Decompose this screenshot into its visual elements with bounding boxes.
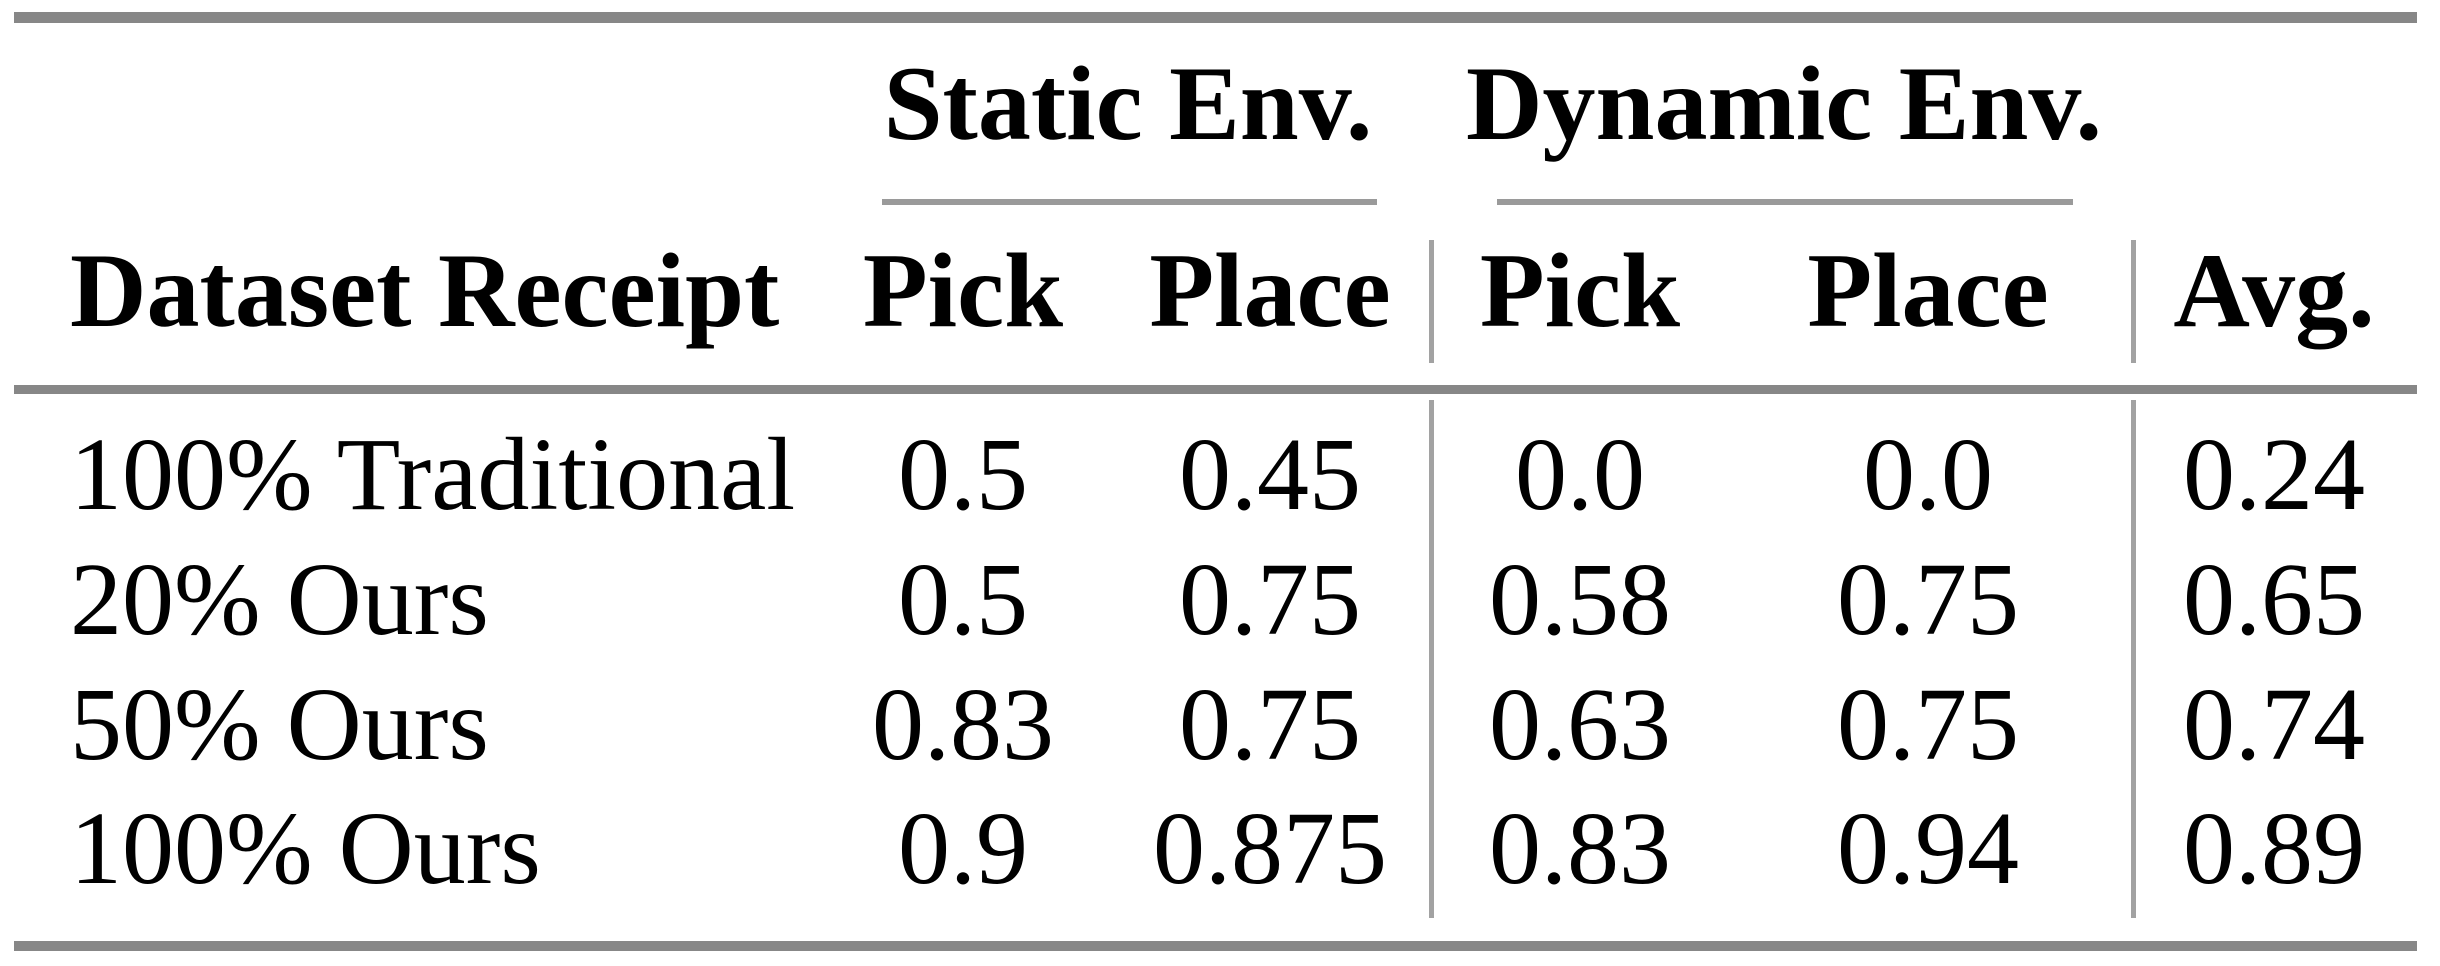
vertical-separator-1-header	[1429, 240, 1434, 363]
cell-static-pick: 0.83	[872, 667, 1054, 782]
column-group-dynamic-env: Dynamic Env.	[1465, 45, 2103, 162]
cell-avg: 0.74	[2183, 667, 2365, 782]
cell-static-place: 0.875	[1153, 791, 1387, 906]
row-label: 50% Ours	[70, 667, 489, 782]
cell-dynamic-pick: 0.83	[1489, 791, 1671, 906]
static-env-underline-rule	[882, 199, 1377, 205]
column-group-static-env: Static Env.	[883, 45, 1373, 162]
row-label: 100% Traditional	[70, 417, 796, 532]
column-header-static-pick: Pick	[862, 232, 1064, 349]
cell-static-pick: 0.5	[898, 417, 1028, 532]
vertical-separator-2-header	[2131, 240, 2136, 363]
cell-dynamic-place: 0.0	[1863, 417, 1993, 532]
cell-avg: 0.65	[2183, 542, 2365, 657]
cell-dynamic-place: 0.75	[1837, 667, 2019, 782]
cell-static-place: 0.75	[1179, 542, 1361, 657]
vertical-separator-1-body	[1429, 400, 1434, 918]
header-body-rule	[14, 385, 2417, 394]
cell-static-pick: 0.5	[898, 542, 1028, 657]
column-header-static-place: Place	[1149, 232, 1391, 349]
top-rule	[14, 12, 2417, 23]
cell-dynamic-place: 0.94	[1837, 791, 2019, 906]
cell-dynamic-pick: 0.63	[1489, 667, 1671, 782]
cell-static-place: 0.45	[1179, 417, 1361, 532]
row-label: 20% Ours	[70, 542, 489, 657]
column-header-dataset-receipt: Dataset Receipt	[70, 232, 780, 349]
cell-avg: 0.24	[2183, 417, 2365, 532]
cell-static-pick: 0.9	[898, 791, 1028, 906]
dynamic-env-underline-rule	[1497, 199, 2073, 205]
column-header-avg: Avg.	[2173, 232, 2375, 349]
column-header-dynamic-pick: Pick	[1479, 232, 1681, 349]
cell-static-place: 0.75	[1179, 667, 1361, 782]
row-label: 100% Ours	[70, 791, 541, 906]
cell-dynamic-place: 0.75	[1837, 542, 2019, 657]
cell-avg: 0.89	[2183, 791, 2365, 906]
cell-dynamic-pick: 0.58	[1489, 542, 1671, 657]
cell-dynamic-pick: 0.0	[1515, 417, 1645, 532]
bottom-rule	[14, 941, 2417, 951]
vertical-separator-2-body	[2131, 400, 2136, 918]
column-header-dynamic-place: Place	[1807, 232, 2049, 349]
